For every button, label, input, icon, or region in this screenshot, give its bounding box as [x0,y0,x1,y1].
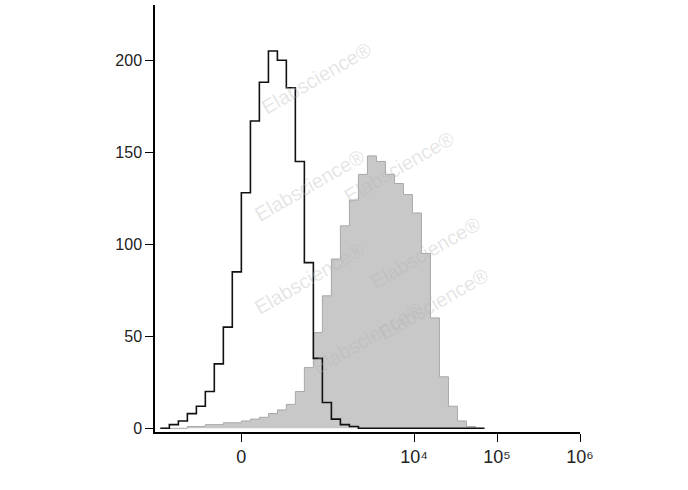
svg-text:Elabscience®: Elabscience® [251,145,368,225]
svg-text:150: 150 [115,144,142,161]
svg-text:10⁶: 10⁶ [566,447,593,467]
svg-text:Elabscience®: Elabscience® [251,238,368,318]
svg-text:Elabscience®: Elabscience® [375,264,492,344]
svg-text:Elabscience®: Elabscience® [367,213,484,293]
svg-text:Elabscience®: Elabscience® [258,38,375,118]
svg-text:10⁴: 10⁴ [400,447,428,467]
svg-text:50: 50 [124,328,142,345]
svg-text:200: 200 [115,52,142,69]
svg-text:100: 100 [115,236,142,253]
svg-text:10⁵: 10⁵ [483,447,510,467]
svg-text:0: 0 [236,447,246,467]
svg-text:Elabscience®: Elabscience® [341,127,458,207]
svg-text:0: 0 [133,420,142,437]
svg-text:Elabscience®: Elabscience® [309,298,426,378]
